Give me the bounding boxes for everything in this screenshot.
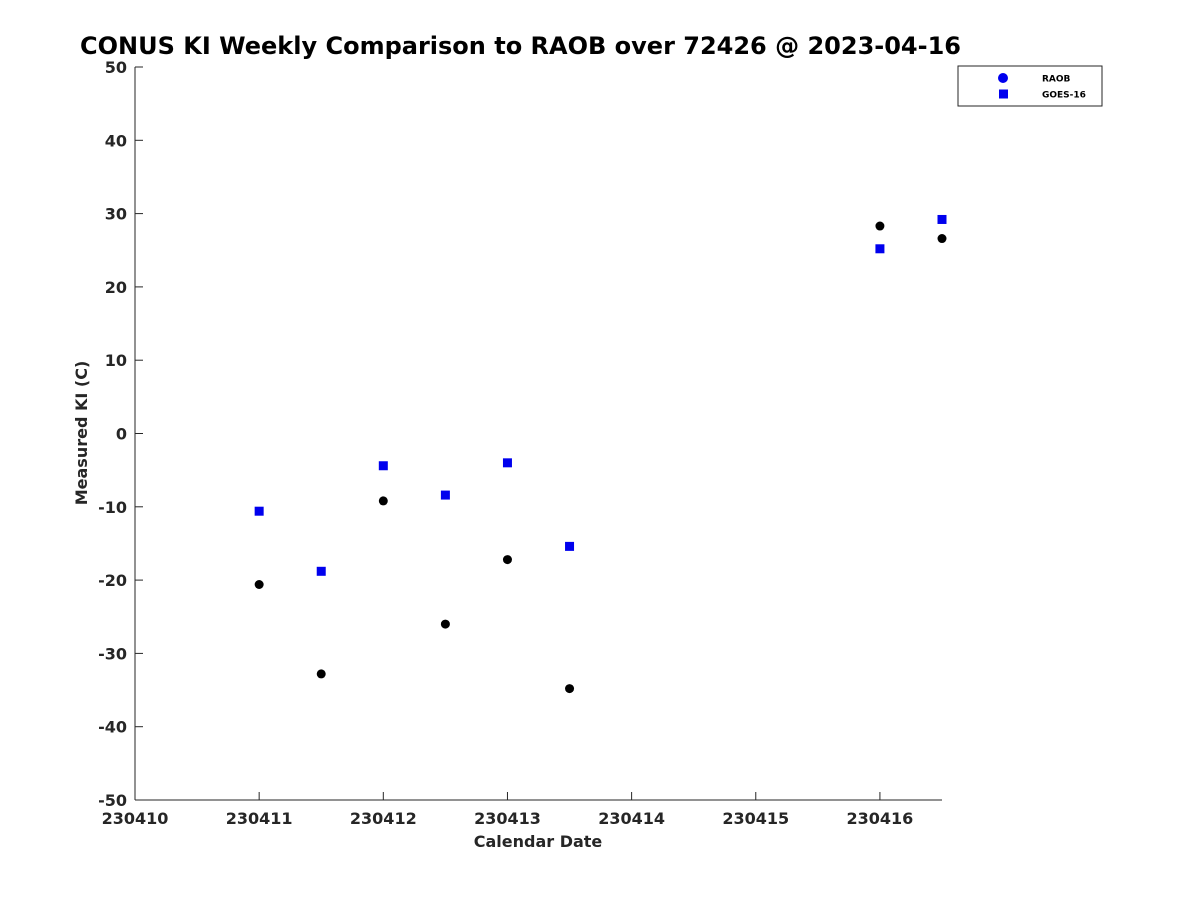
raob-point — [937, 234, 947, 244]
legend-marker-goes-16 — [999, 89, 1008, 99]
y-axis-label: Measured KI (C) — [72, 361, 91, 506]
chart-title: CONUS KI Weekly Comparison to RAOB over … — [80, 32, 961, 60]
x-tick-label: 230411 — [226, 809, 293, 828]
goes-16-point — [565, 541, 575, 551]
raob-point — [565, 684, 575, 694]
y-tick-label: 40 — [105, 131, 127, 150]
raob-point — [875, 221, 885, 231]
legend-box — [957, 65, 1103, 107]
legend-marker-raob — [998, 73, 1008, 83]
raob-point — [378, 496, 388, 506]
raob-point — [502, 555, 512, 565]
goes-16-point — [875, 244, 885, 254]
y-tick-label: 0 — [116, 425, 127, 444]
raob-point — [316, 669, 326, 679]
x-tick-label: 230410 — [102, 809, 169, 828]
goes-16-point — [937, 214, 947, 224]
legend-label-goes-16: GOES-16 — [1042, 91, 1086, 101]
x-tick-label: 230413 — [474, 809, 541, 828]
y-tick-label: 20 — [105, 278, 127, 297]
goes-16-point — [378, 461, 388, 471]
y-tick-label: 30 — [105, 205, 127, 224]
x-tick-label: 230415 — [722, 809, 789, 828]
y-tick-label: -30 — [98, 644, 127, 663]
x-tick-label: 230414 — [598, 809, 665, 828]
goes-16-point — [440, 490, 450, 500]
goes-16-point — [254, 506, 264, 516]
x-axis-label: Calendar Date — [474, 832, 603, 851]
x-tick-label: 230412 — [350, 809, 417, 828]
goes-16-point — [502, 458, 512, 468]
x-tick-label: 230416 — [847, 809, 914, 828]
legend-label-raob: RAOB — [1042, 75, 1071, 85]
y-tick-label: -20 — [98, 571, 127, 590]
legend: RAOB GOES-16 — [957, 65, 1103, 107]
y-tick-label: -50 — [98, 791, 127, 810]
y-tick-label: 10 — [105, 351, 127, 370]
goes-16-point — [316, 566, 326, 576]
data-points — [254, 214, 947, 694]
y-tick-label: 50 — [105, 58, 127, 77]
raob-point — [440, 619, 450, 629]
y-tick-label: -40 — [98, 718, 127, 737]
y-tick-label: -10 — [98, 498, 127, 517]
raob-point — [254, 579, 264, 589]
